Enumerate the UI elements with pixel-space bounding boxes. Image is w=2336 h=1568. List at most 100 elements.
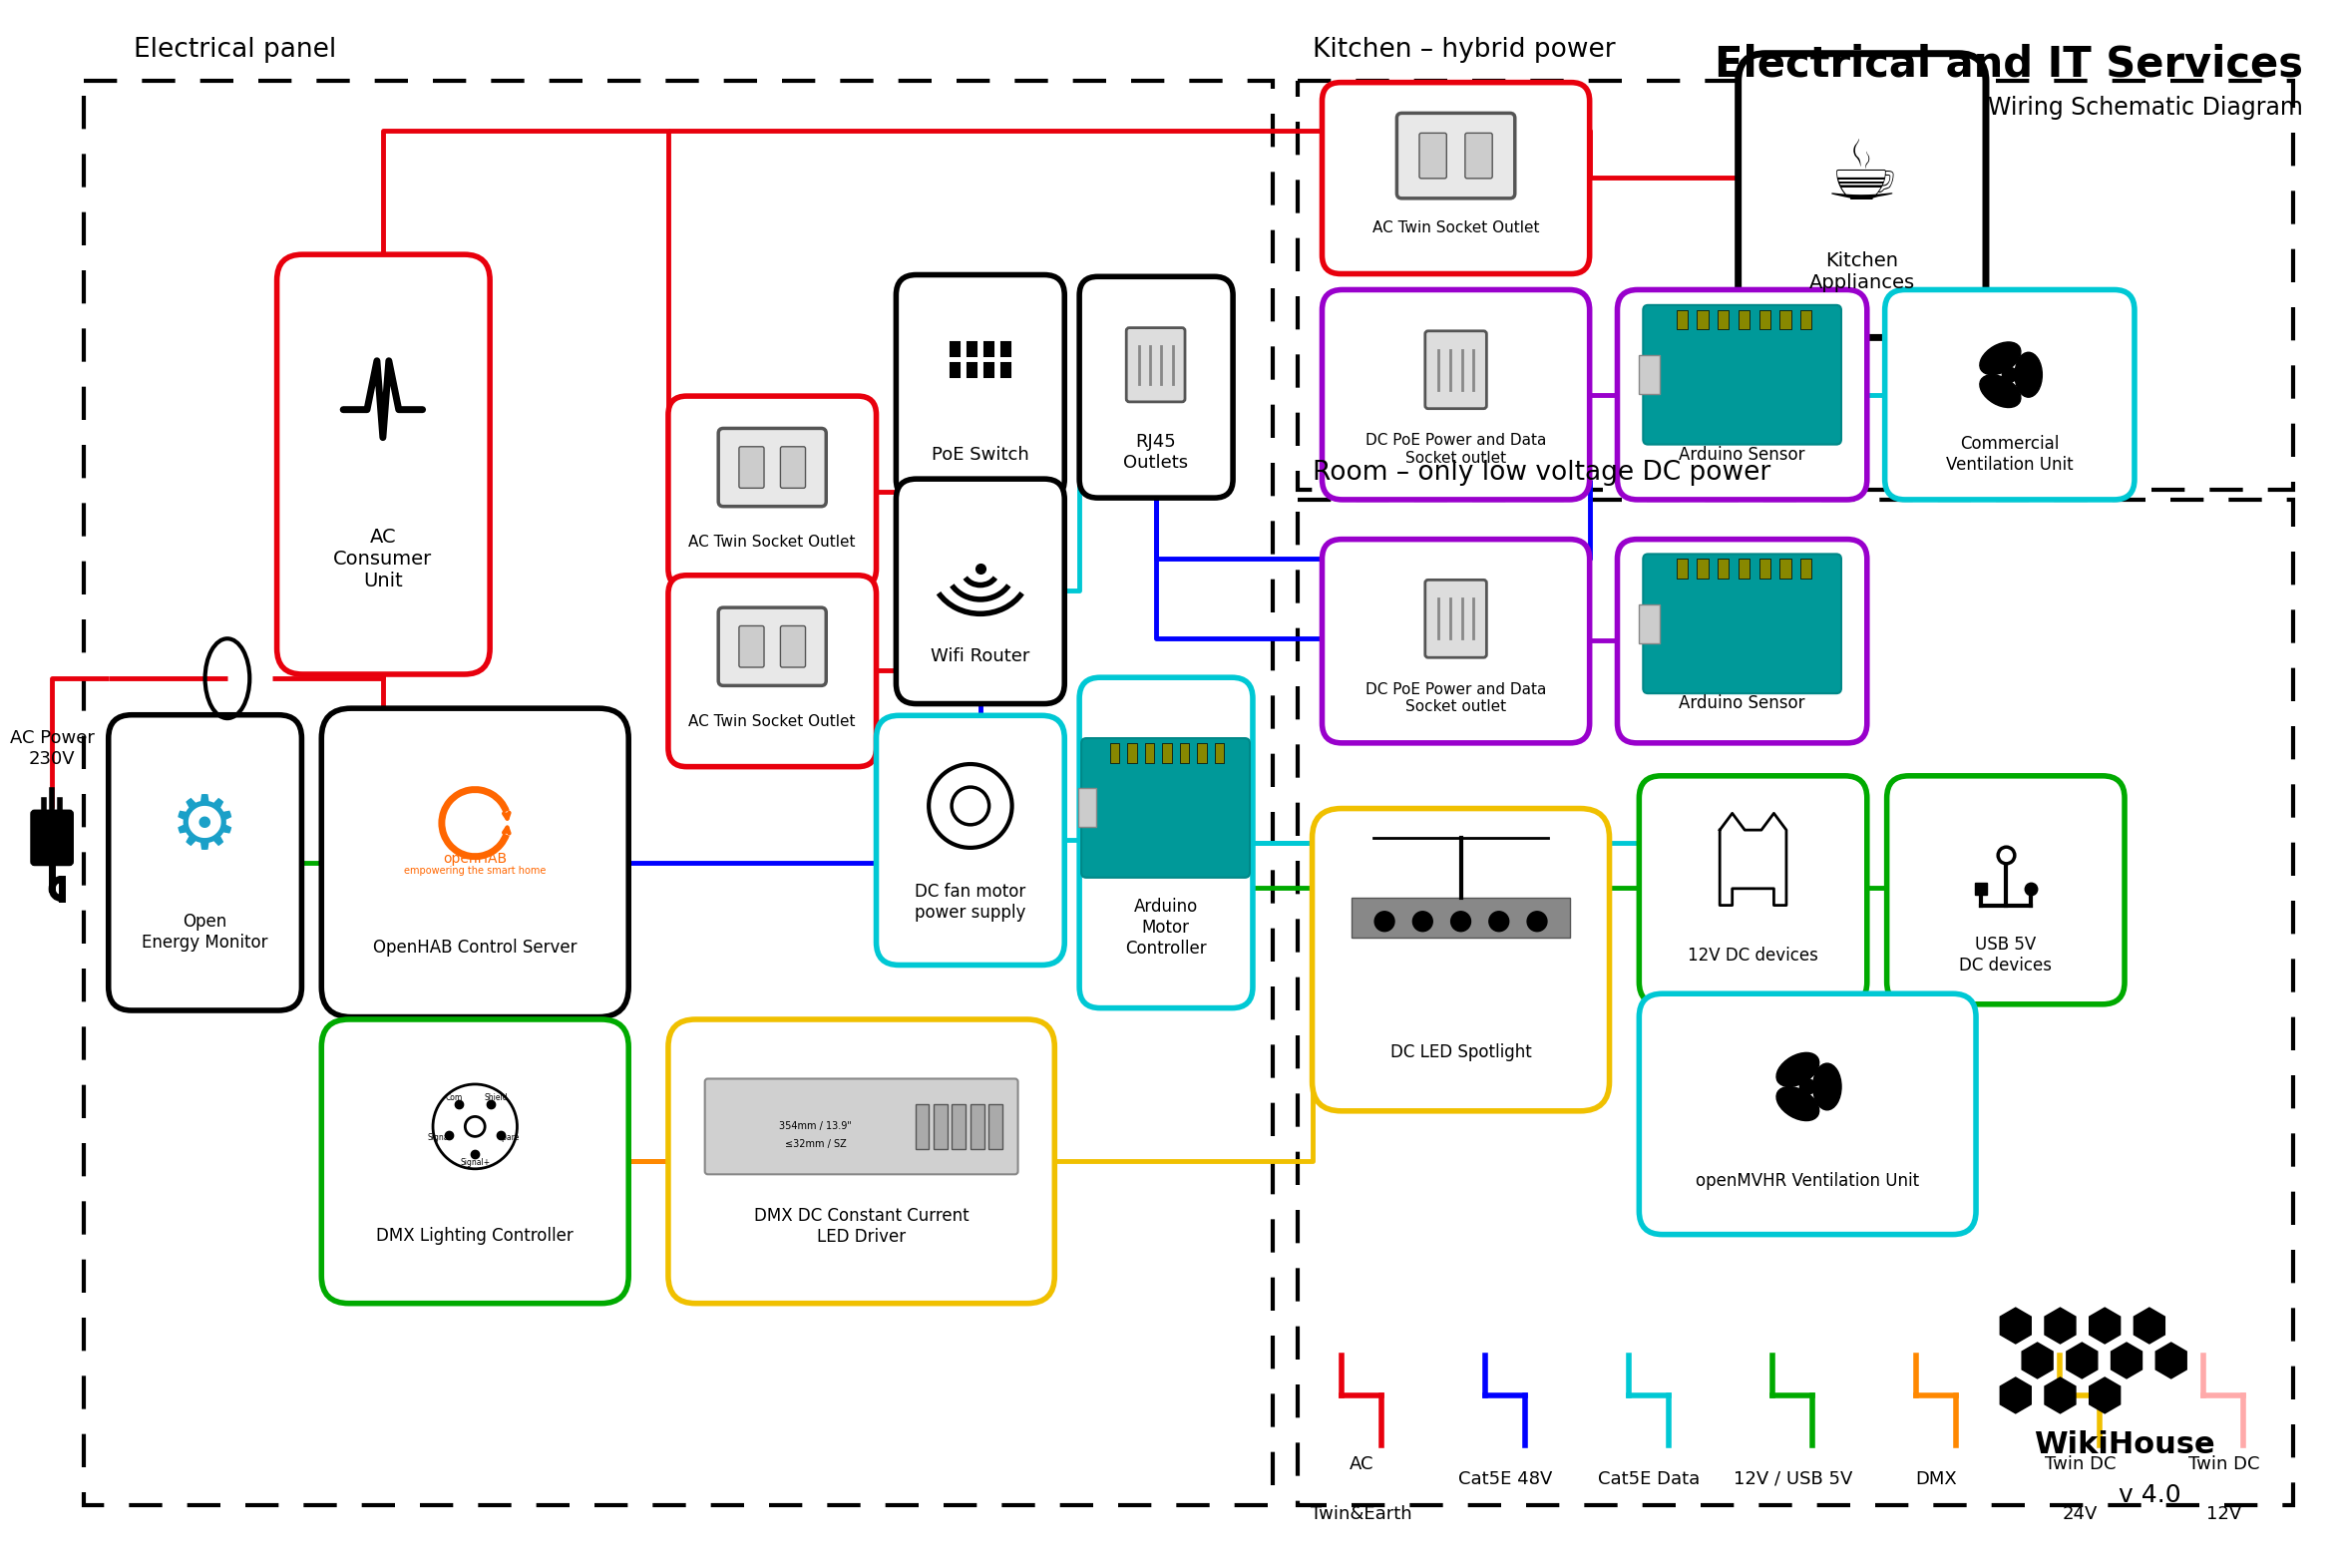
Text: Commercial
Ventilation Unit: Commercial Ventilation Unit: [1946, 434, 2074, 474]
Bar: [1002, 364, 1009, 376]
FancyBboxPatch shape: [1617, 539, 1866, 743]
Bar: [1780, 310, 1792, 329]
Bar: [1296, 499, 2294, 1505]
Text: Electrical and IT Services: Electrical and IT Services: [1715, 44, 2303, 85]
Text: 12V DC devices: 12V DC devices: [1689, 946, 1817, 964]
Text: AC
Consumer
Unit: AC Consumer Unit: [334, 527, 432, 591]
Text: USB 5V
DC devices: USB 5V DC devices: [1960, 936, 2051, 975]
Text: Wiring Schematic Diagram: Wiring Schematic Diagram: [1988, 96, 2303, 119]
Text: DMX: DMX: [1916, 1471, 1958, 1488]
Text: Signal+: Signal+: [460, 1157, 491, 1167]
Text: Electrical panel: Electrical panel: [133, 38, 336, 63]
FancyBboxPatch shape: [1425, 580, 1486, 657]
Bar: [1145, 743, 1154, 762]
Text: Arduino
Motor
Controller: Arduino Motor Controller: [1126, 897, 1205, 956]
Bar: [1717, 558, 1729, 579]
Text: Kitchen
Appliances: Kitchen Appliances: [1808, 252, 1916, 293]
Text: ⚙: ⚙: [171, 790, 238, 864]
Bar: [1215, 743, 1224, 762]
Text: Twin&Earth: Twin&Earth: [1310, 1505, 1413, 1523]
Text: Cat5E Data: Cat5E Data: [1598, 1471, 1701, 1488]
Bar: [1638, 356, 1659, 394]
Text: AC Twin Socket Outlet: AC Twin Socket Outlet: [689, 535, 855, 549]
Bar: [1180, 743, 1189, 762]
Text: 24V: 24V: [2063, 1505, 2098, 1523]
Text: Open
Energy Monitor: Open Energy Monitor: [142, 913, 269, 952]
Text: Kitchen – hybrid power: Kitchen – hybrid power: [1313, 38, 1614, 63]
Text: empowering the smart home: empowering the smart home: [404, 866, 547, 877]
Text: Shield: Shield: [484, 1093, 507, 1102]
Bar: [1002, 343, 1009, 356]
FancyBboxPatch shape: [668, 397, 876, 588]
Text: Arduino Sensor: Arduino Sensor: [1680, 445, 1806, 464]
FancyBboxPatch shape: [1322, 290, 1588, 500]
Text: AC Twin Socket Outlet: AC Twin Socket Outlet: [1371, 221, 1539, 235]
Text: DC LED Spotlight: DC LED Spotlight: [1390, 1043, 1532, 1062]
Bar: [934, 1104, 948, 1149]
FancyBboxPatch shape: [1313, 809, 1610, 1112]
Bar: [988, 1104, 1002, 1149]
Bar: [983, 364, 993, 376]
Text: AC: AC: [1350, 1455, 1374, 1472]
Bar: [1353, 897, 1570, 938]
FancyBboxPatch shape: [1617, 290, 1866, 500]
Text: AC Twin Socket Outlet: AC Twin Socket Outlet: [689, 713, 855, 729]
Bar: [951, 343, 960, 356]
Bar: [953, 1104, 965, 1149]
FancyBboxPatch shape: [1642, 554, 1841, 693]
Bar: [1738, 310, 1750, 329]
FancyBboxPatch shape: [1322, 539, 1588, 743]
Text: PoE Switch: PoE Switch: [932, 445, 1030, 464]
Text: Room – only low voltage DC power: Room – only low voltage DC power: [1313, 459, 1771, 485]
Circle shape: [1451, 911, 1472, 931]
Text: WikiHouse: WikiHouse: [2035, 1430, 2215, 1460]
Text: DC PoE Power and Data
Socket outlet: DC PoE Power and Data Socket outlet: [1364, 433, 1546, 466]
FancyBboxPatch shape: [780, 626, 806, 668]
FancyBboxPatch shape: [1420, 133, 1446, 179]
Bar: [951, 364, 960, 376]
Ellipse shape: [2016, 353, 2042, 397]
Bar: [1780, 558, 1792, 579]
FancyBboxPatch shape: [1079, 677, 1252, 1008]
Text: DMX DC Constant Current
LED Driver: DMX DC Constant Current LED Driver: [755, 1207, 969, 1245]
Bar: [967, 364, 976, 376]
Ellipse shape: [1775, 1052, 1820, 1087]
Ellipse shape: [1813, 1063, 1841, 1110]
Text: DMX Lighting Controller: DMX Lighting Controller: [376, 1228, 575, 1245]
FancyBboxPatch shape: [738, 626, 764, 668]
Text: spare: spare: [498, 1134, 519, 1142]
Text: Arduino Sensor: Arduino Sensor: [1680, 695, 1806, 712]
FancyBboxPatch shape: [1397, 113, 1514, 198]
FancyBboxPatch shape: [1640, 994, 1976, 1234]
Text: RJ45
Outlets: RJ45 Outlets: [1124, 433, 1189, 472]
FancyBboxPatch shape: [322, 1019, 628, 1303]
Bar: [1110, 743, 1119, 762]
FancyBboxPatch shape: [738, 447, 764, 488]
Circle shape: [1374, 911, 1395, 931]
Circle shape: [2002, 367, 2016, 383]
FancyBboxPatch shape: [1126, 328, 1184, 401]
Text: Twin DC: Twin DC: [2044, 1455, 2116, 1472]
Text: DC PoE Power and Data
Socket outlet: DC PoE Power and Data Socket outlet: [1364, 682, 1546, 715]
Text: DC fan motor
power supply: DC fan motor power supply: [916, 883, 1026, 922]
Bar: [1638, 604, 1659, 643]
Text: Twin DC: Twin DC: [2189, 1455, 2259, 1472]
Bar: [1677, 558, 1687, 579]
Bar: [1128, 743, 1138, 762]
FancyBboxPatch shape: [278, 254, 491, 674]
FancyBboxPatch shape: [719, 607, 827, 685]
Text: v 4.0: v 4.0: [2119, 1483, 2179, 1507]
Text: openMVHR Ventilation Unit: openMVHR Ventilation Unit: [1696, 1173, 1920, 1190]
Text: Signal-: Signal-: [427, 1134, 453, 1142]
FancyBboxPatch shape: [1082, 739, 1250, 878]
FancyBboxPatch shape: [1425, 331, 1486, 409]
Bar: [1198, 743, 1208, 762]
Bar: [1801, 310, 1813, 329]
Text: openHAB: openHAB: [444, 851, 507, 866]
Circle shape: [1488, 911, 1509, 931]
FancyBboxPatch shape: [1640, 776, 1866, 1004]
Ellipse shape: [1981, 375, 2021, 408]
Polygon shape: [1719, 814, 1787, 905]
Bar: [1717, 310, 1729, 329]
FancyBboxPatch shape: [1642, 306, 1841, 444]
